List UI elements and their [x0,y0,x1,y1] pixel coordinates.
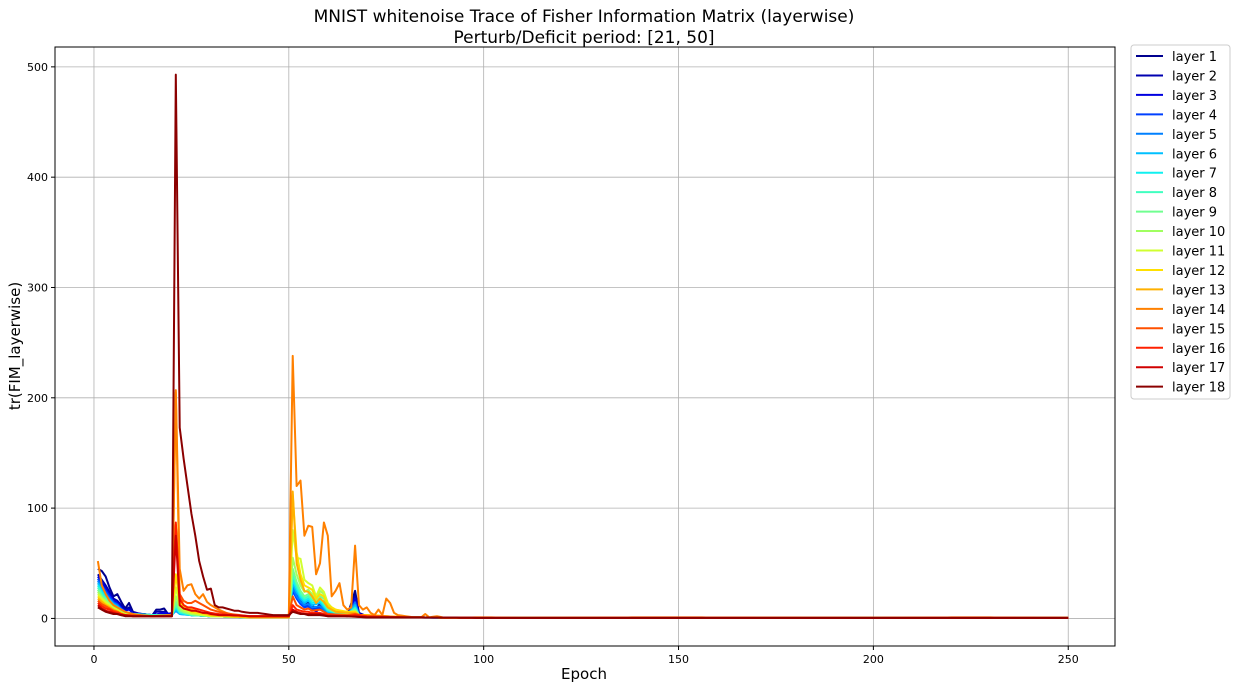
legend: layer 1 layer 2 layer 3 layer 4 layer 5 layer… [1130,44,1231,400]
series-line-layer-18 [97,73,1069,619]
y-tick-label: 500 [27,61,48,74]
plot-frame [54,46,1116,647]
legend-label: layer 9 [1172,206,1217,221]
legend-label: layer 5 [1172,128,1217,143]
series-line-layer-11 [97,529,1069,619]
series-line-layer-16 [97,521,1069,619]
x-tick-label: 50 [282,653,296,666]
x-tick-label: 150 [668,653,689,666]
legend-label: layer 1 [1172,50,1217,65]
legend-label: layer 8 [1172,186,1217,201]
x-axis-label: Epoch [561,665,607,683]
x-tick-label: 250 [1058,653,1079,666]
x-tick-label: 200 [863,653,884,666]
legend-label: layer 6 [1172,147,1217,162]
chart-title: MNIST whitenoise Trace of Fisher Informa… [314,7,855,27]
grid [55,47,1115,646]
legend-label: layer 14 [1172,303,1225,318]
y-tick-label: 400 [27,171,48,184]
x-tick-label: 100 [473,653,494,666]
series-line-layer-15 [97,523,1069,619]
series-line-layer-9 [97,567,1069,619]
legend-label: layer 10 [1172,225,1225,240]
legend-label: layer 13 [1172,283,1225,298]
legend-label: layer 11 [1172,245,1225,260]
legend-label: layer 18 [1172,381,1225,396]
series-line-layer-14 [96,354,1069,619]
legend-label: layer 2 [1172,69,1217,84]
y-tick-label: 200 [27,392,48,405]
x-tick-label: 0 [90,653,97,666]
axis-ticks: 0 50 100 150 200 250 0 100 200 300 400 500 [27,61,1079,666]
legend-label: layer 12 [1172,264,1225,279]
series-line-layer-17 [97,534,1069,619]
y-tick-label: 100 [27,502,48,515]
series-line-layer-12 [97,493,1069,619]
chart-subtitle: Perturb/Deficit period: [21, 50] [453,28,714,48]
y-tick-label: 300 [27,281,48,294]
legend-label: layer 16 [1172,342,1225,357]
series-lines [96,73,1069,619]
series-line-layer-10 [97,556,1069,619]
y-tick-label: 0 [41,612,48,625]
legend-label: layer 7 [1172,167,1217,182]
legend-label: layer 17 [1172,361,1225,376]
series-line-layer-13 [97,391,1069,619]
legend-label: layer 15 [1172,322,1225,337]
legend-label: layer 4 [1172,108,1217,123]
y-axis-label: tr(FIM_layerwise) [6,282,25,410]
legend-label: layer 3 [1172,89,1217,104]
series-line-layer-1 [97,567,1069,619]
